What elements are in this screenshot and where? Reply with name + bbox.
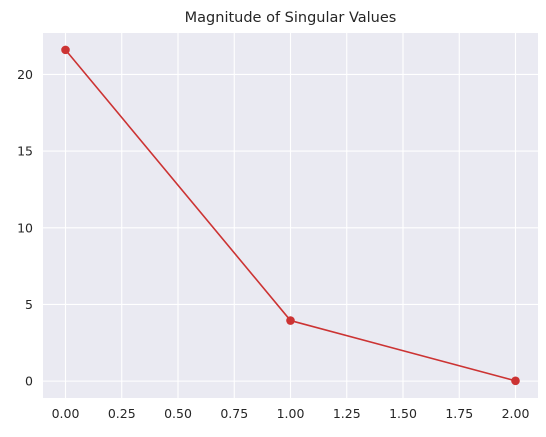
data-point xyxy=(286,316,295,325)
data-point xyxy=(61,45,70,55)
y-tick-label: 10 xyxy=(17,220,33,235)
x-tick-label: 1.75 xyxy=(445,406,473,421)
y-tick-label: 5 xyxy=(25,297,33,312)
x-tick-label: 1.00 xyxy=(277,406,305,421)
y-axis-ticks: 0 5 10 15 20 xyxy=(17,67,33,389)
x-axis-ticks: 0.00 0.25 0.50 0.75 1.00 1.25 1.50 1.75 2.00 xyxy=(52,406,530,421)
x-tick-label: 1.25 xyxy=(333,406,361,421)
y-tick-label: 15 xyxy=(17,144,33,159)
x-tick-label: 2.00 xyxy=(502,406,530,421)
grid xyxy=(43,33,538,398)
x-tick-label: 0.25 xyxy=(108,406,136,421)
x-tick-label: 0.75 xyxy=(220,406,248,421)
series xyxy=(61,45,520,386)
y-tick-label: 20 xyxy=(17,67,33,82)
x-tick-label: 1.50 xyxy=(389,406,417,421)
data-point xyxy=(511,376,520,386)
x-tick-label: 0.00 xyxy=(52,406,80,421)
y-tick-label: 0 xyxy=(25,374,33,389)
chart-title: Magnitude of Singular Values xyxy=(185,10,397,26)
x-tick-label: 0.50 xyxy=(164,406,192,421)
